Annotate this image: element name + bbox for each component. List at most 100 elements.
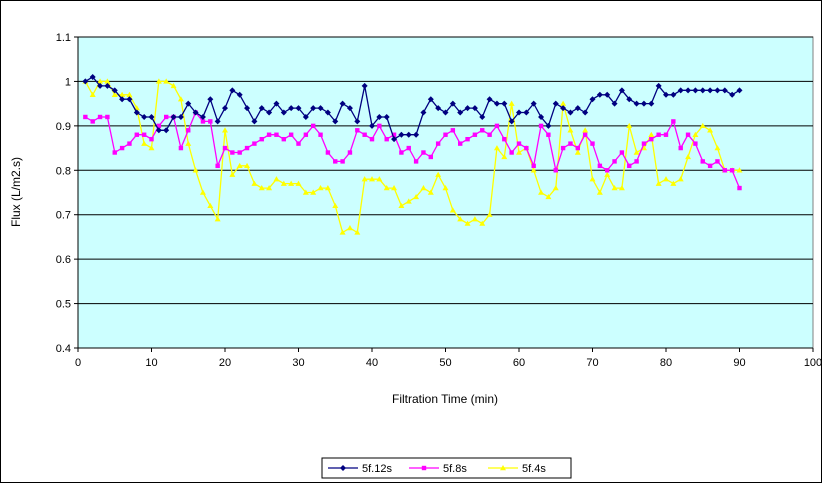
data-point — [310, 105, 317, 112]
data-point — [560, 105, 567, 112]
data-point — [480, 128, 485, 133]
data-point — [207, 96, 214, 103]
data-point — [361, 82, 368, 89]
data-point — [405, 198, 412, 204]
data-point — [339, 100, 346, 107]
data-point — [736, 167, 743, 173]
data-point — [450, 128, 456, 133]
data-point — [333, 159, 338, 164]
data-point — [420, 185, 427, 191]
data-point — [597, 163, 603, 169]
data-point — [104, 78, 111, 84]
data-point — [199, 189, 206, 195]
data-point — [164, 114, 169, 120]
data-point — [369, 122, 375, 129]
data-point — [707, 87, 714, 94]
data-point — [362, 132, 367, 137]
data-point — [471, 105, 478, 112]
data-point — [443, 132, 448, 137]
data-point — [589, 96, 596, 103]
data-point — [266, 132, 272, 137]
data-point — [618, 185, 625, 191]
x-tick-label: 70 — [586, 357, 598, 369]
data-point — [141, 140, 148, 146]
x-tick-label: 90 — [733, 357, 745, 369]
data-point — [288, 105, 295, 112]
data-point — [266, 185, 273, 191]
data-point — [729, 91, 736, 98]
data-point — [501, 100, 508, 107]
x-tick-label: 80 — [660, 357, 672, 369]
data-point — [398, 202, 405, 209]
data-point — [530, 100, 537, 107]
data-point — [663, 91, 669, 98]
data-point — [502, 136, 507, 142]
data-point — [208, 119, 213, 124]
data-point — [640, 100, 647, 107]
data-point — [148, 113, 155, 120]
data-point — [251, 118, 258, 125]
data-point — [627, 163, 632, 169]
data-point — [83, 114, 88, 120]
data-point — [207, 202, 214, 209]
data-point — [633, 149, 640, 155]
data-point — [553, 168, 558, 173]
data-point — [442, 185, 449, 191]
legend-label: 5f.8s — [443, 463, 467, 475]
data-point — [303, 132, 309, 137]
data-point — [692, 131, 699, 137]
data-point — [472, 132, 478, 137]
series-5f.4s — [82, 78, 743, 235]
data-point — [383, 185, 390, 191]
data-point — [90, 119, 95, 124]
data-point — [693, 141, 698, 146]
data-point — [317, 105, 324, 112]
data-point — [347, 150, 353, 155]
data-point — [280, 180, 287, 186]
data-point — [428, 154, 433, 160]
data-point — [369, 176, 375, 182]
legend-label: 5f.4s — [522, 463, 546, 475]
data-point — [618, 87, 625, 94]
data-point — [457, 109, 464, 116]
data-point — [501, 153, 508, 160]
data-point — [252, 141, 257, 146]
data-point — [119, 91, 126, 97]
data-point — [523, 109, 530, 116]
data-point — [273, 100, 280, 107]
data-point — [589, 176, 596, 182]
data-point — [611, 185, 618, 191]
data-point — [376, 113, 383, 120]
y-axis-label: Flux (L/m2.s) — [9, 157, 23, 227]
data-point — [399, 150, 404, 155]
data-point — [311, 123, 316, 129]
data-point — [185, 140, 192, 146]
data-point — [692, 87, 699, 94]
data-point — [163, 127, 170, 134]
data-point — [648, 100, 655, 107]
data-point — [82, 78, 89, 85]
data-point — [596, 189, 603, 195]
data-point — [302, 113, 309, 120]
data-point — [274, 132, 279, 137]
data-point — [574, 149, 581, 155]
data-point — [229, 87, 236, 94]
data-point — [648, 131, 655, 137]
data-point — [560, 100, 567, 106]
data-point — [707, 127, 714, 133]
data-point — [406, 145, 411, 151]
x-tick-label: 0 — [75, 357, 81, 369]
data-point — [295, 180, 302, 186]
data-point — [458, 141, 463, 146]
data-point — [199, 113, 206, 120]
data-point — [509, 150, 514, 155]
data-point — [707, 163, 713, 169]
data-point — [112, 150, 117, 155]
data-point — [649, 136, 654, 142]
data-point — [346, 105, 353, 112]
data-point — [655, 82, 662, 89]
series-group — [82, 73, 743, 235]
data-point — [524, 145, 529, 151]
data-point — [97, 114, 103, 120]
legend-item: 5f.8s — [409, 463, 467, 475]
